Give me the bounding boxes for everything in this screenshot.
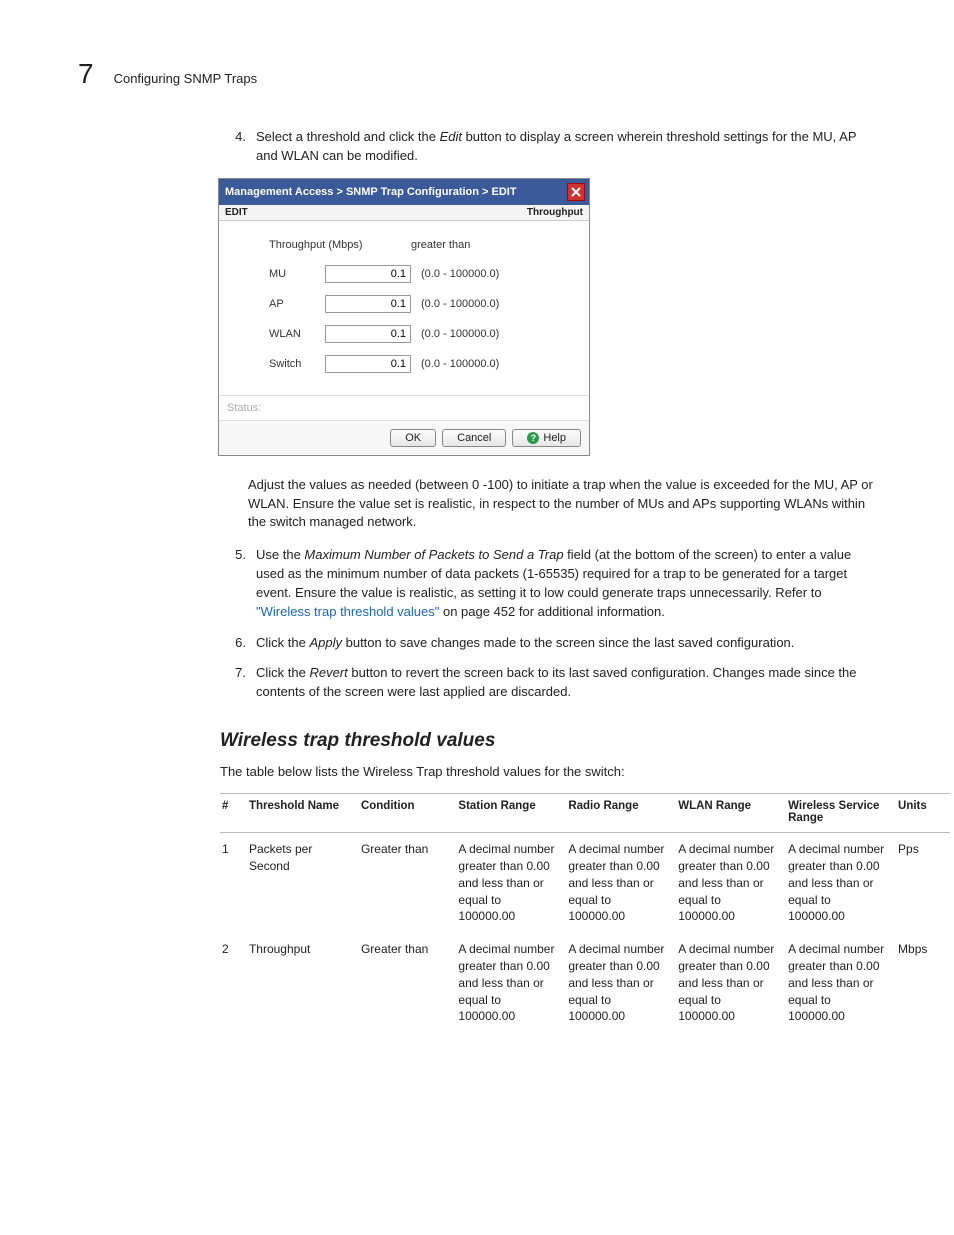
- edit-word: Edit: [440, 129, 462, 144]
- chapter-title: Configuring SNMP Traps: [114, 71, 258, 86]
- text: button to save changes made to the scree…: [342, 635, 794, 650]
- close-icon[interactable]: [567, 183, 585, 201]
- text: Click the: [256, 665, 309, 680]
- dialog-row: MU (0.0 - 100000.0): [269, 265, 569, 283]
- apply-word: Apply: [309, 635, 342, 650]
- row-range: (0.0 - 100000.0): [421, 268, 499, 280]
- table-header: Wireless Service Range: [786, 794, 896, 833]
- text: on page 452 for additional information.: [439, 604, 665, 619]
- step-number: 6.: [228, 634, 246, 653]
- cell-num: 1: [220, 833, 247, 933]
- cell-cond: Greater than: [359, 833, 456, 933]
- step-6: 6. Click the Apply button to save change…: [228, 634, 876, 653]
- cell-units: Mbps: [896, 933, 950, 1033]
- table-row: 1Packets per SecondGreater thanA decimal…: [220, 833, 950, 933]
- cell-wservice: A decimal number greater than 0.00 and l…: [786, 833, 896, 933]
- chapter-number: 7: [78, 60, 94, 88]
- table-header: #: [220, 794, 247, 833]
- cell-wservice: A decimal number greater than 0.00 and l…: [786, 933, 896, 1033]
- threshold-input[interactable]: [325, 325, 411, 343]
- table-header: Radio Range: [566, 794, 676, 833]
- help-icon: ?: [527, 432, 539, 444]
- table-header: Station Range: [456, 794, 566, 833]
- cell-wlan: A decimal number greater than 0.00 and l…: [676, 833, 786, 933]
- dialog-breadcrumb: Management Access > SNMP Trap Configurat…: [225, 186, 517, 198]
- page-header: 7 Configuring SNMP Traps: [78, 60, 876, 88]
- cell-units: Pps: [896, 833, 950, 933]
- dialog-subheader: EDIT Throughput: [219, 205, 589, 221]
- threshold-table: #Threshold NameConditionStation RangeRad…: [220, 793, 950, 1033]
- dialog-row: WLAN (0.0 - 100000.0): [269, 325, 569, 343]
- edit-dialog: Management Access > SNMP Trap Configurat…: [218, 178, 590, 456]
- section-heading: Wireless trap threshold values: [220, 730, 876, 752]
- step-4: 4. Select a threshold and click the Edit…: [228, 128, 876, 166]
- cell-station: A decimal number greater than 0.00 and l…: [456, 833, 566, 933]
- text: Click the: [256, 635, 309, 650]
- dialog-titlebar: Management Access > SNMP Trap Configurat…: [219, 179, 589, 205]
- table-header: WLAN Range: [676, 794, 786, 833]
- cell-station: A decimal number greater than 0.00 and l…: [456, 933, 566, 1033]
- dialog-row: AP (0.0 - 100000.0): [269, 295, 569, 313]
- revert-word: Revert: [309, 665, 347, 680]
- cross-ref-link[interactable]: "Wireless trap threshold values": [256, 604, 439, 619]
- sub-right: Throughput: [527, 207, 583, 218]
- table-intro: The table below lists the Wireless Trap …: [220, 764, 876, 779]
- help-button[interactable]: ? Help: [512, 429, 581, 447]
- threshold-input[interactable]: [325, 265, 411, 283]
- threshold-input[interactable]: [325, 295, 411, 313]
- row-label: AP: [269, 298, 325, 310]
- cell-name: Packets per Second: [247, 833, 359, 933]
- cell-radio: A decimal number greater than 0.00 and l…: [566, 933, 676, 1033]
- step-number: 7.: [228, 664, 246, 702]
- text: Use the: [256, 547, 304, 562]
- cell-radio: A decimal number greater than 0.00 and l…: [566, 833, 676, 933]
- step-number: 4.: [228, 128, 246, 166]
- table-row: 2ThroughputGreater thanA decimal number …: [220, 933, 950, 1033]
- row-range: (0.0 - 100000.0): [421, 298, 499, 310]
- step-7: 7. Click the Revert button to revert the…: [228, 664, 876, 702]
- sub-left: EDIT: [225, 207, 248, 218]
- table-header: Condition: [359, 794, 456, 833]
- step-number: 5.: [228, 546, 246, 621]
- row-range: (0.0 - 100000.0): [421, 358, 499, 370]
- cell-wlan: A decimal number greater than 0.00 and l…: [676, 933, 786, 1033]
- adjust-paragraph: Adjust the values as needed (between 0 -…: [248, 476, 876, 533]
- row-range: (0.0 - 100000.0): [421, 328, 499, 340]
- cell-cond: Greater than: [359, 933, 456, 1033]
- dialog-row: Switch (0.0 - 100000.0): [269, 355, 569, 373]
- status-label: Status:: [219, 395, 589, 420]
- cell-name: Throughput: [247, 933, 359, 1033]
- table-header: Units: [896, 794, 950, 833]
- row-label: Switch: [269, 358, 325, 370]
- table-header: Threshold Name: [247, 794, 359, 833]
- col-throughput: Throughput (Mbps): [269, 239, 411, 251]
- col-condition: greater than: [411, 239, 470, 251]
- threshold-input[interactable]: [325, 355, 411, 373]
- cancel-button[interactable]: Cancel: [442, 429, 506, 447]
- row-label: MU: [269, 268, 325, 280]
- dialog-column-headers: Throughput (Mbps) greater than: [269, 239, 569, 251]
- step-5: 5. Use the Maximum Number of Packets to …: [228, 546, 876, 621]
- cell-num: 2: [220, 933, 247, 1033]
- text: Select a threshold and click the: [256, 129, 440, 144]
- ok-button[interactable]: OK: [390, 429, 436, 447]
- field-name: Maximum Number of Packets to Send a Trap: [304, 547, 563, 562]
- row-label: WLAN: [269, 328, 325, 340]
